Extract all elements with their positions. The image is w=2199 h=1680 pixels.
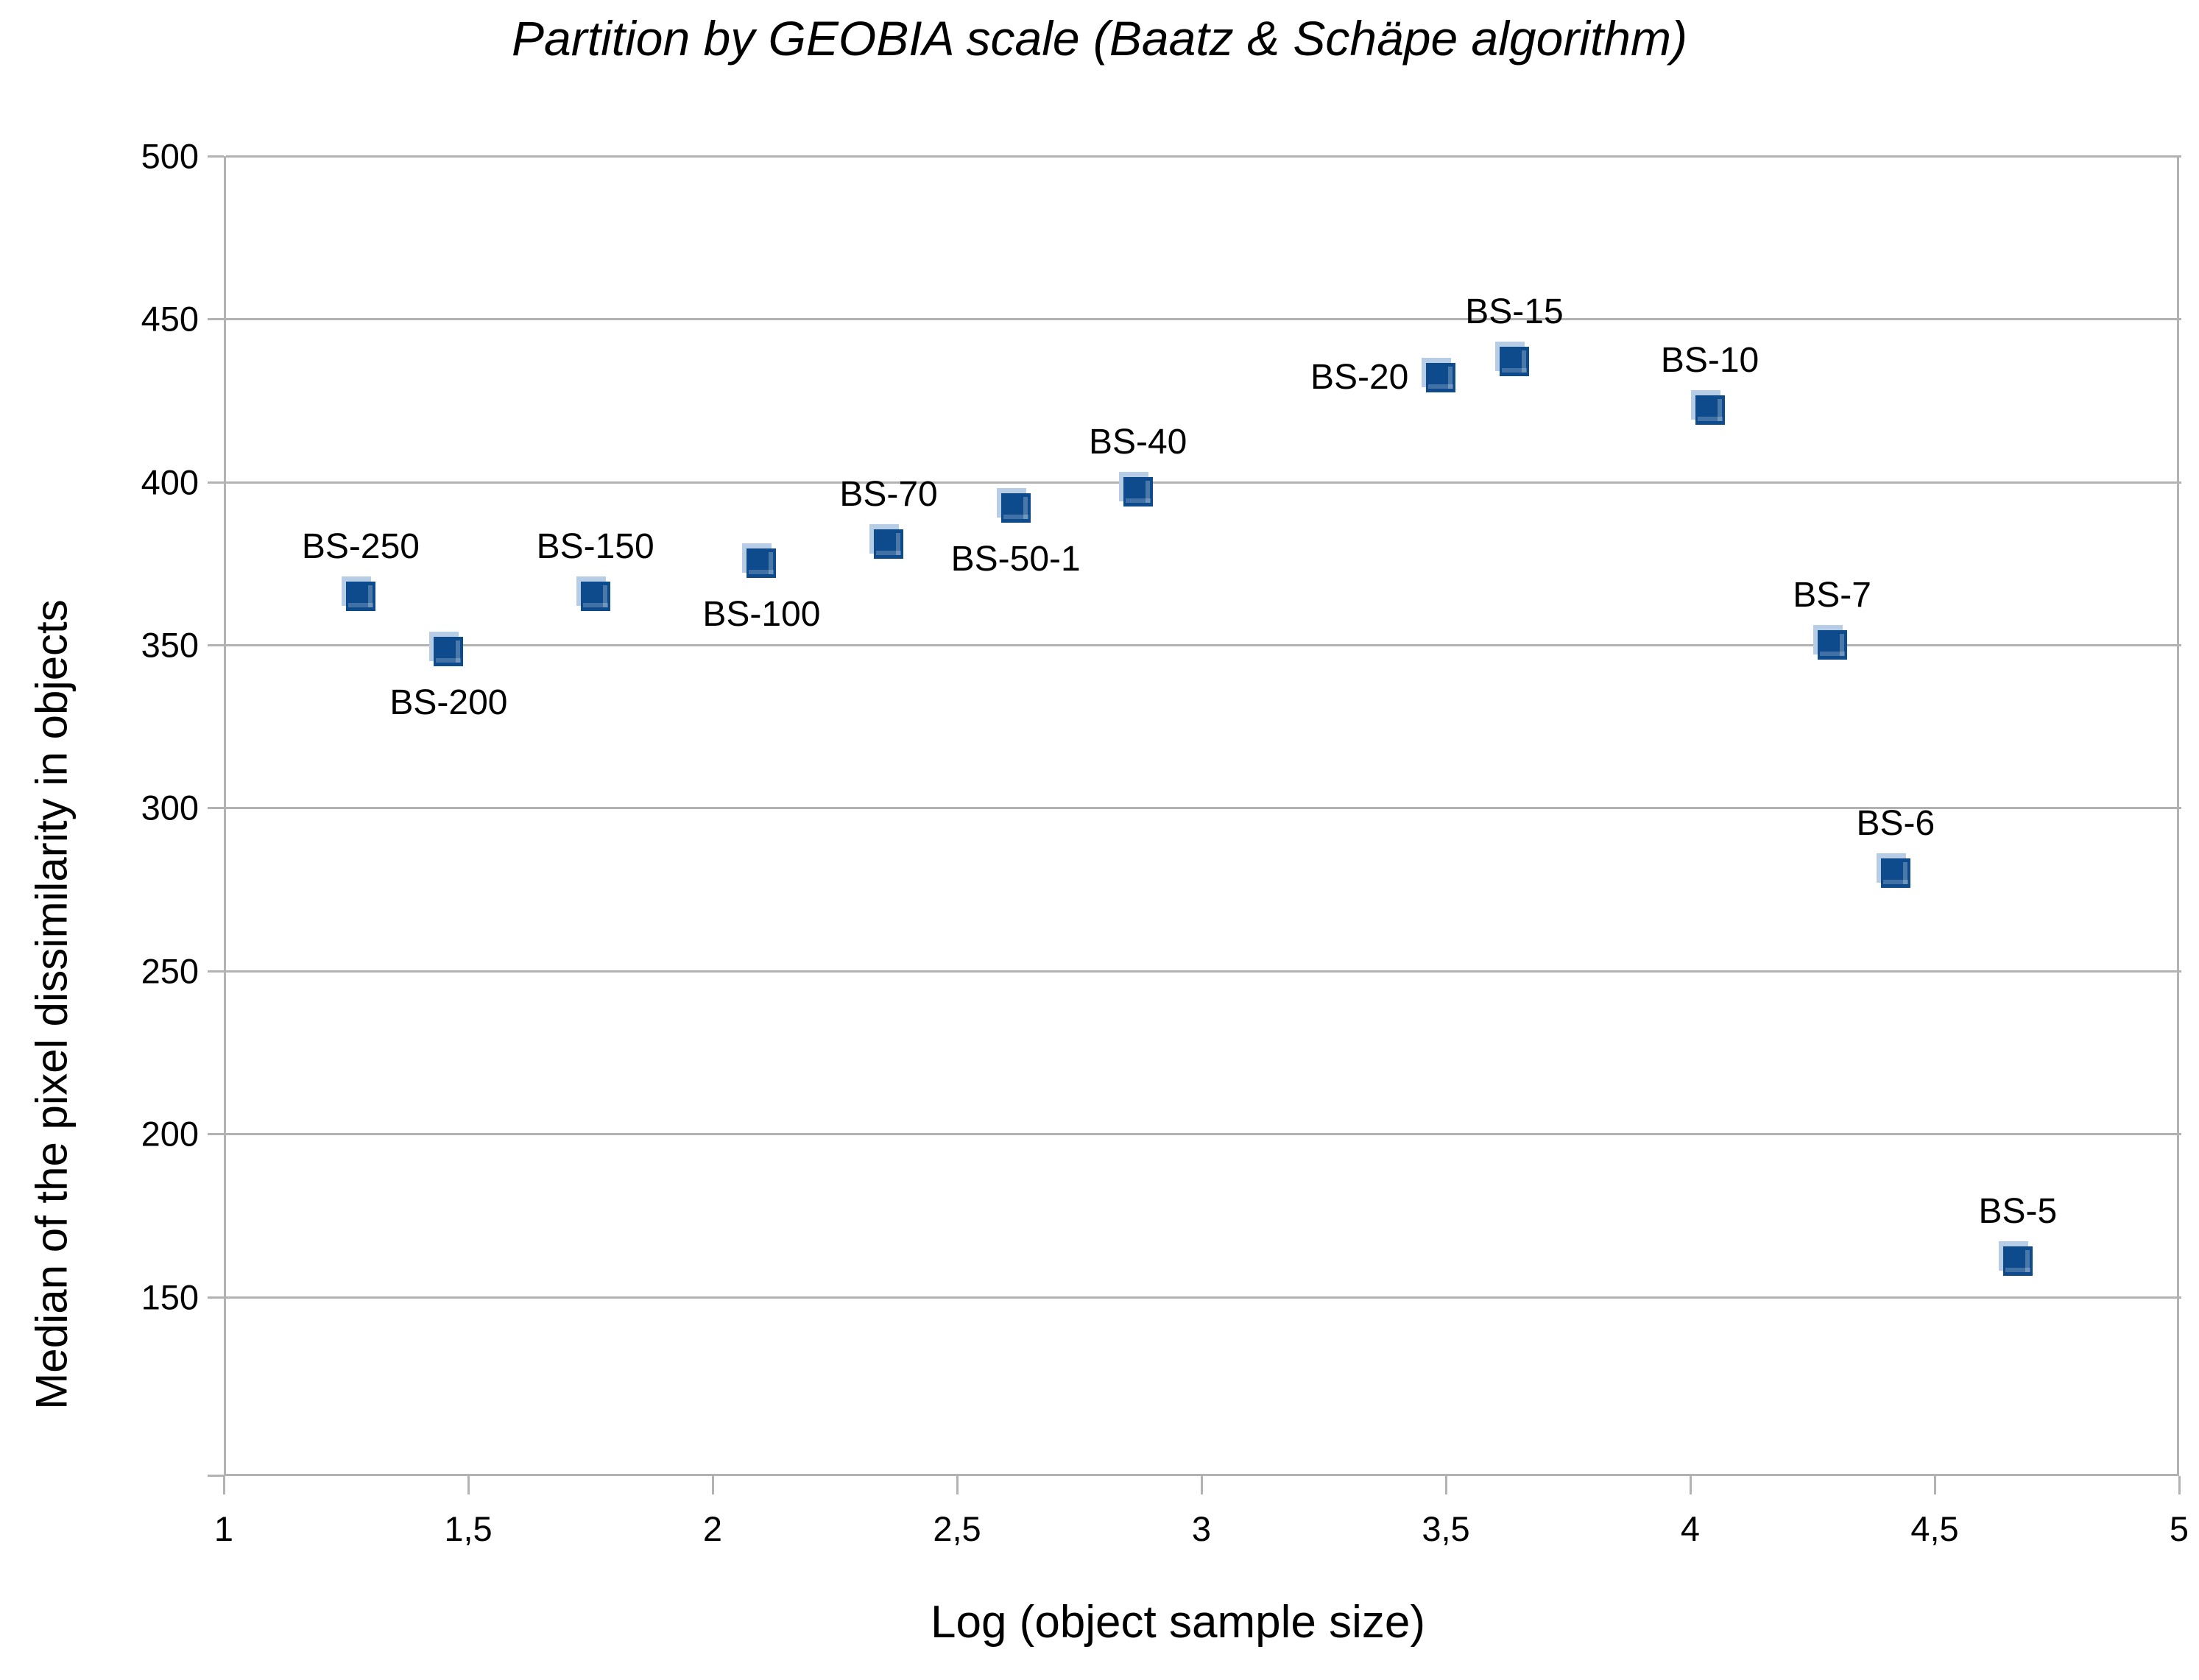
data-point-marker [746,548,777,579]
y-gridline [226,807,2181,810]
x-tick-label: 2 [702,1509,723,1548]
y-axis-tick [208,481,224,484]
y-gridline [226,1296,2181,1299]
data-point-marker [1123,476,1153,507]
x-axis-tick [1201,1476,1203,1494]
x-axis-tick [1690,1476,1692,1494]
y-gridline [226,970,2181,973]
chart-title: Partition by GEOBIA scale (Baatz & Schäp… [512,11,1687,66]
data-point-marker [1880,858,1910,888]
x-axis-tick [712,1476,714,1494]
data-point-label: BS-15 [1465,292,1564,331]
data-point-label: BS-40 [1088,422,1187,462]
data-point-label: BS-50-1 [950,540,1081,579]
x-tick-label: 1,5 [444,1509,493,1548]
y-tick-label: 500 [141,136,199,176]
data-point-label: BS-100 [702,595,821,635]
x-tick-label: 3 [1191,1509,1212,1548]
x-tick-label: 1 [213,1509,234,1548]
y-gridline [226,318,2181,321]
data-point-marker [1695,395,1725,426]
data-point-label: BS-10 [1660,341,1759,381]
data-point-marker [1426,363,1456,393]
y-axis-tick [208,644,224,647]
data-point-label: BS-20 [1310,358,1409,398]
x-tick-label: 4,5 [1910,1509,1959,1548]
data-point-label: BS-200 [389,682,508,722]
y-gridline [226,155,2181,158]
x-tick-label: 3,5 [1422,1509,1470,1548]
y-axis-tick [208,1296,224,1299]
data-point-marker [1817,630,1847,660]
y-tick-label: 200 [141,1114,199,1154]
y-axis-tick [208,155,224,158]
y-gridline [226,644,2181,647]
y-tick-label: 350 [141,625,199,665]
data-point-marker [434,636,464,666]
data-point-marker [1000,493,1031,523]
x-axis-tick [956,1476,959,1494]
x-axis-tick [467,1476,470,1494]
y-axis-tick [208,970,224,973]
y-tick-label: 450 [141,299,199,339]
y-axis-tick [208,807,224,810]
y-tick-label: 250 [141,951,199,991]
x-axis-tick [1934,1476,1936,1494]
data-point-label: BS-6 [1856,803,1935,843]
x-tick-label: 5 [2169,1509,2189,1548]
data-point-marker [580,581,610,611]
data-point-marker [1499,346,1529,376]
y-axis-tick [208,318,224,321]
data-point-label: BS-5 [1978,1191,2058,1231]
x-axis-tick [1445,1476,1447,1494]
x-tick-label: 2,5 [933,1509,981,1548]
x-axis-title: Log (object sample size) [931,1597,1425,1648]
y-tick-label: 400 [141,462,199,502]
y-tick-label: 150 [141,1277,199,1316]
x-tick-label: 4 [1680,1509,1701,1548]
y-axis-tick [208,1133,224,1136]
y-axis-title: Median of the pixel dissimilarity in obj… [27,599,77,1410]
data-point-label: BS-250 [301,526,420,566]
data-point-label: BS-70 [839,474,938,514]
data-point-marker [874,529,904,559]
data-point-marker [2002,1246,2033,1276]
y-axis-bottom-tick [208,1475,224,1477]
y-gridline [226,1133,2181,1136]
x-axis-tick [2178,1476,2181,1494]
y-gridline [226,481,2181,484]
data-point-label: BS-7 [1793,576,1871,615]
data-point-label: BS-150 [536,526,654,566]
y-tick-label: 300 [141,788,199,827]
plot-area [224,155,2181,1476]
data-point-marker [345,581,375,611]
x-axis-tick [223,1476,225,1494]
